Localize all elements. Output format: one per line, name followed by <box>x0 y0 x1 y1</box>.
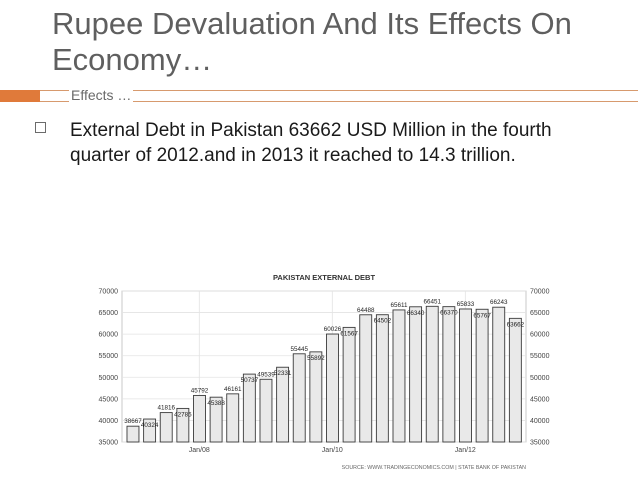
bullet-text: External Debt in Pakistan 63662 USD Mill… <box>70 120 552 166</box>
data-label: 60026 <box>324 326 342 333</box>
data-label: 38667 <box>124 418 142 425</box>
chart-title: PAKISTAN EXTERNAL DEBT <box>273 273 376 282</box>
bar <box>392 309 406 443</box>
bar <box>492 306 506 443</box>
bar <box>126 425 140 443</box>
data-label: 46161 <box>224 386 242 393</box>
bar <box>359 314 373 443</box>
data-label: 45792 <box>191 387 209 394</box>
bar <box>276 366 290 443</box>
data-label: 40324 <box>141 422 159 429</box>
y-tick-label-left: 65000 <box>99 310 119 317</box>
data-label: 55892 <box>307 355 325 362</box>
y-tick-label-right: 45000 <box>530 396 550 403</box>
bar <box>375 314 389 443</box>
bar <box>409 306 423 443</box>
data-label: 41816 <box>157 405 175 412</box>
bar <box>309 351 323 443</box>
data-label: 50737 <box>241 377 259 384</box>
bar <box>209 396 223 443</box>
data-label: 66370 <box>440 310 458 317</box>
y-tick-label-right: 35000 <box>530 440 550 447</box>
data-label: 55445 <box>290 346 308 353</box>
data-label: 65833 <box>457 301 475 308</box>
plot-area <box>121 290 527 443</box>
bar <box>425 305 439 443</box>
slide-title: Rupee Devaluation And Its Effects On Eco… <box>52 6 572 77</box>
checkbox-bullet-icon <box>35 122 46 133</box>
bar <box>259 378 273 443</box>
y-tick-label-right: 70000 <box>530 289 550 296</box>
y-tick-label-left: 40000 <box>99 418 119 425</box>
data-label: 66243 <box>490 299 508 306</box>
y-tick-label-left: 55000 <box>99 353 119 360</box>
data-label: 65767 <box>473 312 491 319</box>
title-rule-accent <box>0 90 40 102</box>
slide-subtitle: Effects … <box>69 87 134 103</box>
bar <box>226 393 240 443</box>
bar <box>459 308 472 443</box>
bar <box>342 326 356 443</box>
data-label: 65611 <box>390 302 408 309</box>
data-label: 61567 <box>340 330 358 337</box>
x-tick-label: Jan/12 <box>455 447 476 454</box>
y-tick-label-right: 55000 <box>530 353 550 360</box>
y-tick-label-left: 50000 <box>99 375 119 382</box>
y-tick-label-right: 60000 <box>530 332 550 339</box>
bar <box>193 394 206 443</box>
data-label: 64502 <box>374 318 392 325</box>
data-label: 64488 <box>357 307 375 314</box>
bullet-item: External Debt in Pakistan 63662 USD Mill… <box>33 118 613 168</box>
x-tick-label: Jan/08 <box>189 447 210 454</box>
y-tick-label-left: 45000 <box>99 396 119 403</box>
bar <box>159 412 173 443</box>
data-label: 66340 <box>407 310 425 317</box>
chart-source: SOURCE: WWW.TRADINGECONOMICS.COM | STATE… <box>342 465 526 471</box>
bar <box>508 317 522 443</box>
bar <box>292 353 306 443</box>
y-tick-label-right: 50000 <box>530 375 550 382</box>
bar <box>326 333 339 443</box>
bar <box>442 306 456 443</box>
y-tick-label-right: 65000 <box>530 310 550 317</box>
bar <box>176 407 190 443</box>
data-label: 63662 <box>507 321 525 328</box>
y-tick-label-left: 35000 <box>99 440 119 447</box>
y-tick-label-left: 60000 <box>99 332 119 339</box>
chart-svg: PAKISTAN EXTERNAL DEBT 35000 35000 40000 400… <box>99 273 550 471</box>
title-rule-bar <box>40 90 638 102</box>
y-tick-label-left: 70000 <box>99 289 119 296</box>
data-label: 42785 <box>174 411 192 418</box>
data-label: 66451 <box>423 298 441 305</box>
bar <box>143 418 157 443</box>
external-debt-chart: PAKISTAN EXTERNAL DEBT 35000 35000 40000 400… <box>78 268 556 474</box>
bar <box>242 373 256 443</box>
data-label: 45388 <box>207 400 225 407</box>
data-label: 49539 <box>257 371 275 378</box>
data-label: 52331 <box>274 370 292 377</box>
x-tick-label: Jan/10 <box>322 447 343 454</box>
y-tick-label-right: 40000 <box>530 418 550 425</box>
bar <box>475 308 489 443</box>
